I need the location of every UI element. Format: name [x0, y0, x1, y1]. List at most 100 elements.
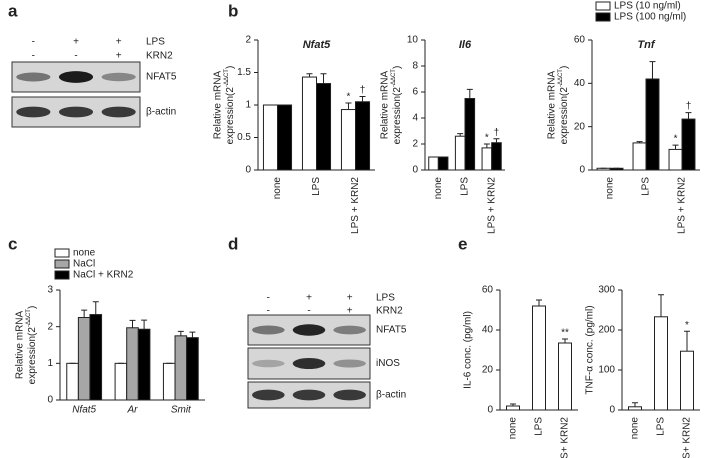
blot-band: [101, 106, 136, 118]
panel-label: b: [228, 1, 238, 20]
y-tick-label: 1.5: [237, 67, 251, 78]
y-tick-label: 6: [412, 87, 418, 98]
legend-swatch: [54, 270, 70, 280]
treatment-label: KRN2: [146, 51, 173, 62]
panel-label: e: [458, 234, 467, 253]
y-axis-label-superscript: -ΔΔCT: [391, 69, 397, 87]
bar: [632, 142, 647, 171]
treatment-sign: -: [74, 51, 77, 62]
legend-swatch: [595, 1, 611, 11]
legend-swatch: [54, 248, 70, 258]
y-tick-label: 0: [245, 165, 251, 176]
chart-title: Il6: [459, 39, 472, 51]
legend-swatch: [595, 12, 611, 22]
error-bar: [649, 61, 656, 79]
y-tick-label: 0: [47, 395, 53, 406]
bar: [654, 316, 668, 411]
x-tick-label: LPS + KRN2: [486, 177, 497, 234]
blot-band: [292, 357, 326, 370]
x-tick-label: LPS: [460, 177, 471, 196]
bar: [277, 104, 293, 171]
treatment-label: LPS: [376, 293, 395, 304]
y-axis-label: expression(2-ΔΔCT): [224, 66, 236, 145]
blot-band: [292, 389, 326, 401]
bar: [137, 328, 151, 401]
bar: [162, 362, 176, 401]
bar: [668, 148, 683, 171]
error-bar: [636, 141, 643, 143]
bar: [437, 156, 449, 171]
x-tick-label: LPS + KRN2: [350, 177, 361, 234]
blot-band: [333, 325, 366, 335]
y-axis-label-part: ): [27, 306, 38, 309]
y-tick-label: 300: [598, 285, 615, 296]
y-axis-label: Relative mRNA: [547, 71, 558, 140]
y-tick-label: 60: [482, 285, 494, 296]
y-tick-label: 8: [412, 61, 418, 72]
error-bar: [632, 402, 638, 407]
x-tick-label: LPS: [534, 417, 545, 436]
x-tick-label: LPS+ KRN2: [682, 417, 693, 458]
y-tick-label: 20: [482, 365, 494, 376]
y-tick-label: 0: [487, 405, 493, 416]
bar: [558, 342, 572, 411]
error-bar: [684, 330, 690, 352]
y-tick-label: 2: [245, 35, 251, 46]
error-bar: [92, 301, 99, 315]
y-tick-label: 2: [412, 139, 418, 150]
y-axis-label-part: expression(2: [392, 87, 403, 145]
y-axis-label-part: expression(2: [27, 327, 38, 385]
treatment-sign: -: [267, 306, 270, 317]
y-tick-label: 10: [407, 35, 419, 46]
error-bar: [536, 299, 542, 306]
legend-label: none: [73, 248, 96, 259]
bar: [262, 104, 278, 171]
error-bar: [177, 330, 184, 336]
x-tick-label: Ar: [127, 405, 139, 416]
y-axis-label: Relative mRNA: [213, 71, 224, 140]
bar: [114, 362, 128, 401]
y-tick-label: 60: [574, 35, 586, 46]
treatment-sign: +: [73, 37, 79, 48]
y-axis-label-part: expression(2: [559, 87, 570, 145]
error-bar: [658, 294, 664, 317]
legend-label: NaCl: [73, 259, 95, 270]
y-axis-label-part: ): [392, 66, 403, 69]
treatment-sign: +: [116, 51, 122, 62]
legend-label: LPS (100 ng/ml): [614, 12, 686, 23]
treatment-sign: +: [347, 306, 353, 317]
blot-band: [252, 389, 285, 401]
bar: [506, 405, 520, 411]
error-bar: [483, 143, 490, 148]
y-axis-label: Relative mRNA: [15, 311, 26, 380]
y-tick-label: 40: [574, 78, 586, 89]
panel-label: a: [8, 1, 18, 20]
bar: [680, 350, 694, 411]
bar: [355, 101, 371, 171]
error-bar: [345, 102, 352, 110]
y-axis-label: Relative mRNA: [380, 71, 391, 140]
x-tick-label: none: [605, 177, 616, 200]
treatment-sign: +: [116, 37, 122, 48]
blot-band: [252, 325, 285, 335]
x-tick-label: LPS+ KRN2: [560, 417, 571, 458]
y-tick-label: 1: [245, 100, 251, 111]
bar: [316, 83, 332, 171]
blot-band: [252, 359, 285, 368]
x-tick-label: none: [433, 177, 444, 200]
significance-mark: *: [674, 134, 678, 145]
bar: [628, 406, 642, 411]
y-tick-label: 20: [574, 121, 586, 132]
error-bar: [672, 144, 679, 150]
significance-mark: *: [485, 133, 489, 144]
bar: [681, 118, 696, 171]
error-bar: [493, 138, 500, 143]
band-label: NFAT5: [376, 325, 407, 336]
error-bar: [359, 96, 366, 102]
bar: [645, 78, 660, 171]
y-tick-label: 4: [412, 113, 418, 124]
blot-band: [333, 359, 366, 368]
y-tick-label: 3: [47, 285, 53, 296]
significance-mark: †: [686, 101, 692, 112]
